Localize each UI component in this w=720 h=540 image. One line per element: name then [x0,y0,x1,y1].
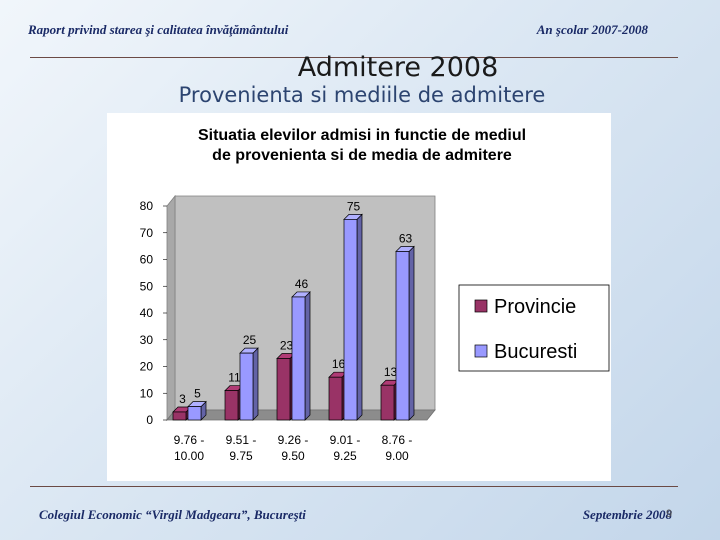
plot-side-wall [166,194,176,422]
slide-subtitle: Provenienta si mediile de admitere [178,83,546,107]
bar-chart: Situatia elevilor admisi in functie de m… [140,127,610,463]
data-label: 75 [347,199,361,213]
data-label: 25 [243,333,257,347]
bar-provincie [276,358,291,421]
legend-swatch [474,299,488,313]
y-tick-label: 80 [140,199,154,213]
y-tick-label: 40 [140,306,154,320]
bar-side [252,347,259,421]
header-report-title: Raport privind starea şi calitatea învăţ… [28,22,289,37]
bar-side [408,245,415,421]
data-label: 46 [295,277,309,291]
footer-school-name: Colegiul Economic “Virgil Madgearu”, Buc… [39,507,306,522]
data-label: 5 [194,387,201,401]
x-tick-label: 9.75 [229,449,253,463]
y-tick-label: 30 [140,333,154,347]
chart-title-line: de provenienta si de media de admitere [212,147,512,164]
x-tick-label: 9.50 [281,449,305,463]
y-tick-label: 0 [146,413,153,427]
slide-title: Admitere 2008 [297,52,499,83]
data-label: 11 [228,371,241,385]
data-label: 63 [399,231,413,245]
data-label: 16 [332,357,346,371]
bar-side [356,213,363,421]
bar-provincie [224,390,239,421]
y-tick-label: 50 [140,279,154,293]
bar-bucuresti [187,406,202,421]
x-tick-label: 9.26 - [278,433,309,447]
bar-bucuresti [395,251,410,421]
bar-provincie [328,376,343,421]
header-school-year: An şcolar 2007-2008 [536,22,648,37]
y-tick-label: 60 [140,253,154,267]
data-label: 13 [384,365,398,379]
chart-area: Situatia elevilor admisi in functie de m… [107,113,611,481]
bar-bucuresti [239,352,254,421]
header-divider [30,57,678,58]
y-tick-label: 10 [140,386,154,400]
bar-provincie [172,411,187,421]
x-tick-label: 10.00 [174,449,204,463]
y-tick-label: 70 [140,226,154,240]
legend-entry: Provincie [494,296,576,318]
x-tick-label: 9.76 - [174,433,205,447]
footer-divider [30,486,678,487]
legend-swatch [474,344,488,358]
bar-side [304,291,311,421]
bar-bucuresti [343,219,358,421]
legend-entry: Bucuresti [494,341,577,363]
x-tick-label: 9.01 - [330,433,361,447]
x-tick-label: 9.00 [385,449,409,463]
bar-bucuresti [291,296,306,421]
x-tick-label: 9.51 - [226,433,257,447]
page-number: 9 [666,508,673,520]
y-tick-label: 20 [140,360,154,374]
x-tick-label: 8.76 - [382,433,413,447]
bar-provincie [380,384,395,421]
footer-date: Septembrie 2008 [582,507,672,522]
data-label: 3 [179,392,186,406]
data-label: 23 [280,338,294,352]
x-tick-label: 9.25 [333,449,357,463]
chart-title-line: Situatia elevilor admisi in functie de m… [198,127,526,144]
